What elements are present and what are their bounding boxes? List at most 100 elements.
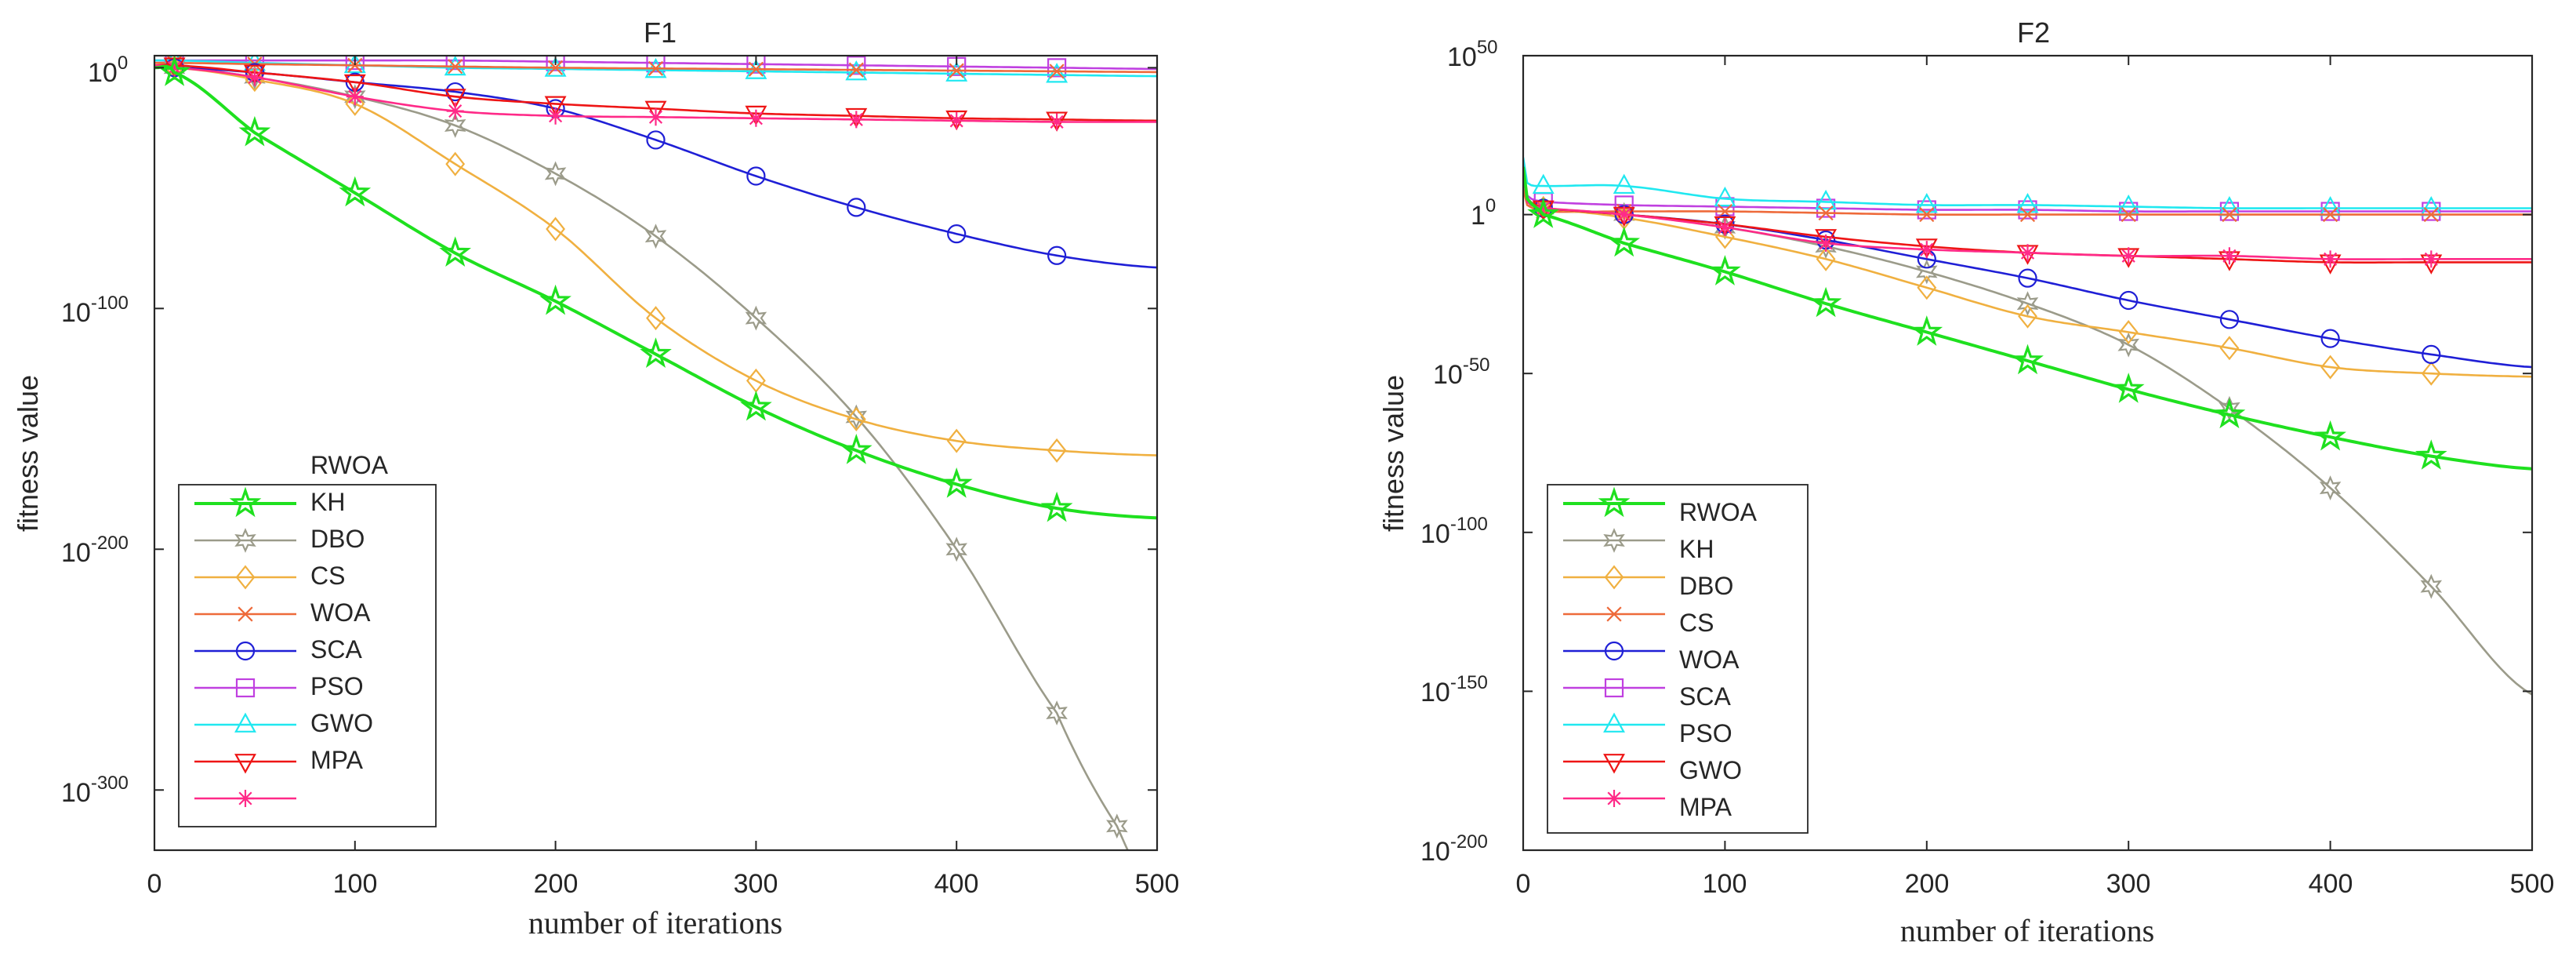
series-marker	[446, 102, 464, 120]
y-tick-label: 10-100	[1420, 514, 1488, 549]
series-marker	[1917, 275, 1937, 300]
y-axis-label: fitness value	[12, 375, 44, 532]
series-marker	[2219, 202, 2239, 221]
series-marker	[1604, 641, 1624, 661]
series-marker	[845, 404, 868, 430]
series-marker	[1709, 255, 1741, 285]
series-marker	[847, 198, 866, 217]
plot-frame	[153, 54, 1159, 852]
series-marker	[949, 63, 964, 78]
legend-swatch-gwo	[1563, 754, 1665, 774]
legend-label: KH	[310, 488, 345, 516]
series-marker	[1818, 205, 1834, 221]
legend-label: PSO	[310, 672, 364, 700]
series-marker	[1608, 226, 1641, 257]
series-marker	[2019, 207, 2036, 223]
series-marker	[2118, 320, 2139, 345]
series-marker	[2213, 398, 2246, 429]
series-marker	[1598, 486, 1631, 518]
series-marker	[644, 224, 667, 249]
series-marker	[1603, 528, 1625, 553]
series-marker	[1534, 199, 1552, 217]
series-marker	[746, 166, 766, 186]
series-marker	[2112, 373, 2145, 403]
series-marker	[940, 467, 973, 498]
series-marker	[2323, 207, 2338, 223]
series-marker	[1048, 113, 1066, 131]
legend-label: GWO	[310, 709, 373, 737]
legend-swatch-rwoa	[194, 486, 296, 518]
series-marker	[745, 305, 767, 331]
series-line-dbo	[1523, 169, 2532, 378]
series-marker	[2219, 336, 2240, 361]
x-tick-label: 200	[1905, 869, 1950, 899]
series-marker	[235, 565, 256, 590]
y-tick-label: 10-300	[61, 773, 129, 808]
series-marker	[445, 56, 465, 71]
series-marker	[845, 107, 868, 129]
series-marker	[444, 89, 466, 109]
legend: RWOA KH DBO CS WOA SCA PSO GWO MPA	[1547, 484, 1809, 834]
series-marker	[2319, 475, 2342, 501]
series-marker	[546, 107, 564, 125]
series-marker	[2420, 196, 2443, 216]
series-marker	[546, 56, 565, 71]
series-marker	[2018, 268, 2037, 288]
series-marker	[1816, 246, 1836, 271]
legend-swatch-rwoa	[1563, 486, 1665, 518]
series-marker	[1527, 198, 1560, 228]
series-marker	[1603, 712, 1625, 733]
series-marker	[948, 111, 966, 129]
legend-swatch-mpa	[194, 790, 296, 807]
x-tick-label: 500	[2510, 869, 2555, 899]
series-marker	[343, 74, 366, 95]
legend-box	[1547, 484, 1809, 834]
chart-f2: F2 0 100 200 300 400 500 1050 10 10-50 1…	[1377, 16, 2554, 948]
series-marker	[1915, 192, 1938, 213]
series-marker	[2121, 207, 2136, 223]
legend-swatch-dbo	[194, 565, 296, 590]
series-line-sca	[154, 59, 1157, 71]
series-marker	[846, 407, 866, 432]
series-marker	[243, 64, 266, 85]
series-marker	[346, 88, 364, 106]
series-marker	[158, 56, 190, 86]
series-marker	[947, 224, 967, 244]
series-marker	[539, 284, 571, 315]
series-marker	[2218, 196, 2240, 216]
x-axis-label: number of iterations	[1900, 913, 2154, 948]
series-marker	[2415, 439, 2447, 470]
series-line-woa	[154, 66, 1157, 269]
series-marker	[1809, 286, 1842, 318]
series-marker	[234, 528, 256, 553]
series-marker	[548, 60, 564, 75]
series-marker	[2420, 573, 2443, 599]
series-marker	[746, 56, 766, 74]
series-marker	[1047, 438, 1067, 463]
x-tick-label: 0	[147, 869, 162, 899]
legend-label: MPA	[310, 746, 364, 774]
series-marker	[1606, 606, 1622, 622]
series-line-woa	[1523, 169, 2532, 369]
series-marker	[2422, 202, 2441, 221]
series-marker	[748, 61, 764, 77]
legend-label: SCA	[310, 635, 362, 664]
series-marker	[745, 105, 767, 126]
series-marker	[245, 68, 263, 86]
legend-swatch-mpa	[1563, 790, 1665, 807]
plot-frame	[1522, 54, 2534, 852]
series-marker	[1046, 700, 1068, 725]
series-marker	[2321, 250, 2339, 268]
series-marker	[646, 56, 666, 73]
series-marker	[238, 606, 253, 622]
series-marker	[640, 337, 672, 368]
series-line-rwoa	[154, 64, 1157, 520]
series-line-sca	[1523, 166, 2532, 213]
legend-label: DBO	[310, 525, 365, 553]
chart-title: F1	[644, 16, 677, 49]
series-marker	[544, 96, 567, 116]
series-marker	[747, 109, 765, 127]
series-line-kh	[154, 66, 1129, 850]
chart-f1: F1 0 100 200 300 400 500 100 10-100 10-2…	[12, 16, 1179, 940]
series-marker	[544, 161, 567, 187]
